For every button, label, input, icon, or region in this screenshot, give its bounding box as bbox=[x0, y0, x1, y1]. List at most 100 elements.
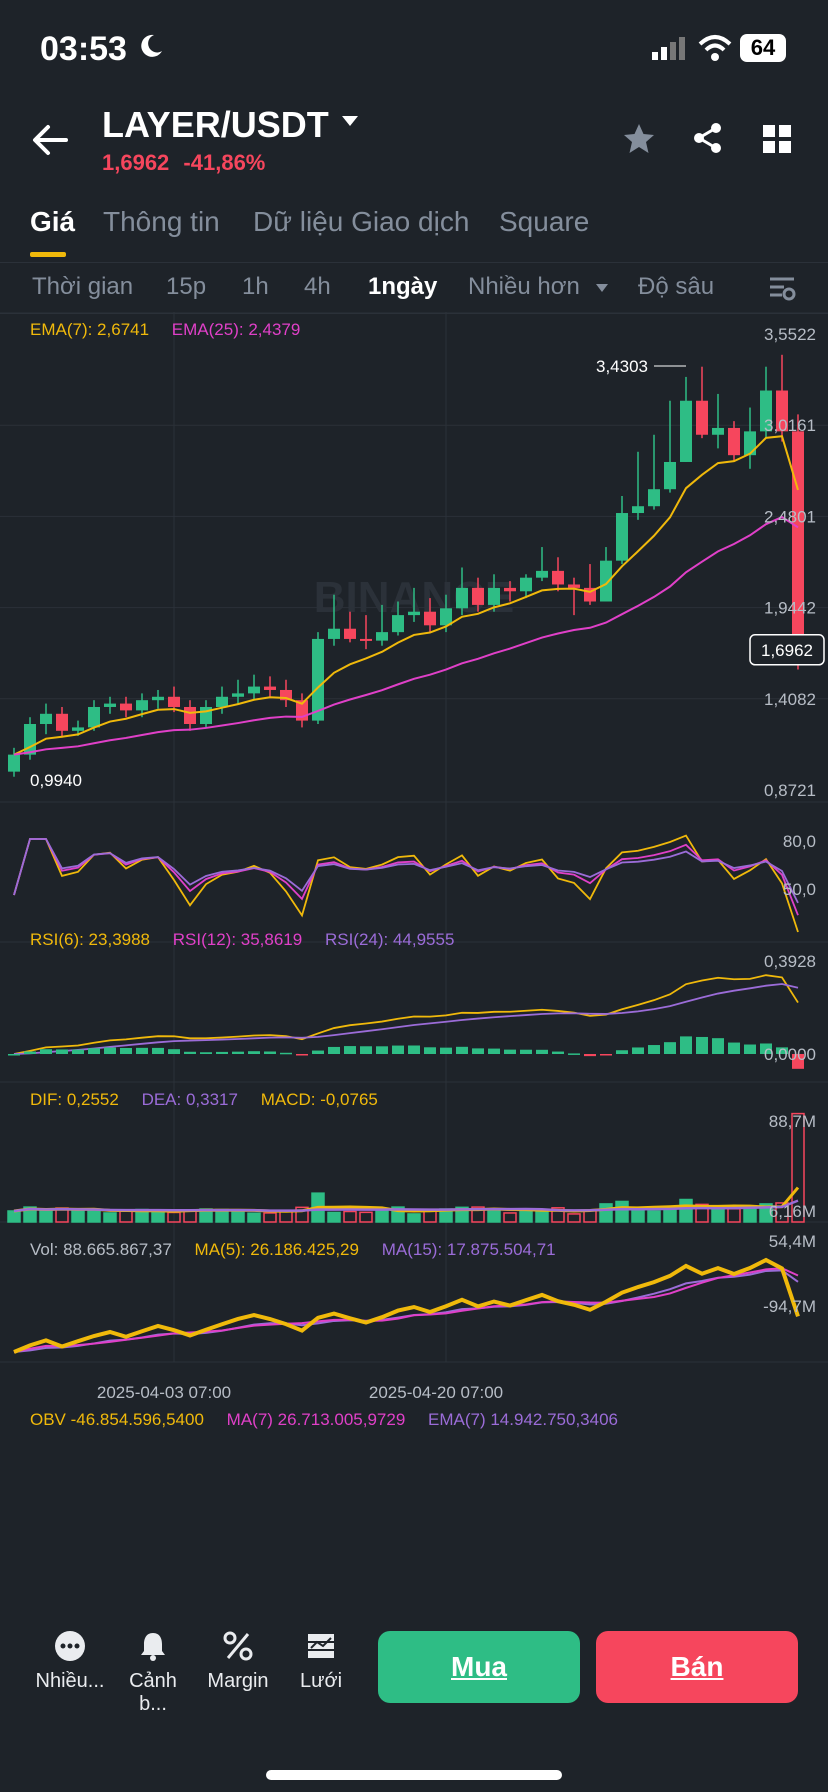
volume-bar bbox=[119, 1210, 133, 1223]
candle-body bbox=[664, 461, 676, 490]
status-time: 03:53 bbox=[40, 30, 127, 68]
candle-body bbox=[456, 587, 468, 609]
candle-body bbox=[488, 587, 500, 605]
tab-trading-data[interactable]: Dữ liệu Giao dịch bbox=[253, 206, 470, 237]
status-bar: 03:53 64 bbox=[0, 0, 828, 100]
vol-axis-label: 88,7M bbox=[769, 1112, 816, 1131]
vol-ma15-line bbox=[13, 1199, 799, 1213]
macd-bar bbox=[392, 1045, 404, 1054]
macd-bar bbox=[264, 1051, 276, 1054]
more-dots-icon bbox=[55, 1631, 85, 1661]
overlay-lines bbox=[13, 435, 799, 756]
volume-bar bbox=[679, 1198, 693, 1223]
macd-bar bbox=[760, 1043, 772, 1054]
volume-bar bbox=[743, 1207, 757, 1223]
ema25-value: EMA(25): 2,4379 bbox=[171, 320, 301, 339]
nav-alert-label: Cảnh b... bbox=[129, 1670, 177, 1715]
candle-body bbox=[72, 727, 84, 731]
volume-bar bbox=[519, 1209, 533, 1223]
star-icon[interactable] bbox=[622, 122, 656, 154]
macd-bar bbox=[792, 1054, 804, 1069]
rsi12-line bbox=[13, 838, 799, 916]
rsi24-value: RSI(24): 44,9555 bbox=[324, 930, 455, 949]
rsi24-line bbox=[13, 838, 799, 904]
macd-bar bbox=[184, 1051, 196, 1054]
volume-bar bbox=[71, 1209, 85, 1223]
candle-body bbox=[168, 696, 180, 707]
price-axis-label: 0,8721 bbox=[764, 781, 816, 800]
interval-4h[interactable]: 4h bbox=[304, 273, 331, 300]
pair-title[interactable]: LAYER/USDT bbox=[102, 104, 329, 145]
tab-square[interactable]: Square bbox=[499, 206, 590, 237]
volume-bar bbox=[791, 1112, 805, 1223]
interval-depth[interactable]: Độ sâu bbox=[638, 273, 715, 300]
candle-body bbox=[792, 431, 804, 651]
candle-body bbox=[728, 427, 740, 456]
chart-settings-icon[interactable] bbox=[768, 275, 796, 301]
macd-legend: DIF: 0,2552 DEA: 0,3317 MACD: -0,0765 bbox=[30, 1090, 378, 1110]
volume-bar bbox=[263, 1212, 277, 1223]
candle-body bbox=[696, 400, 708, 435]
nav-grid[interactable]: Lưới bbox=[281, 1630, 361, 1693]
dea-value: DEA: 0,3317 bbox=[141, 1090, 238, 1109]
candle-body bbox=[776, 390, 788, 432]
share-icon[interactable] bbox=[692, 122, 724, 154]
candle-body bbox=[392, 615, 404, 633]
volume-bar bbox=[343, 1210, 357, 1223]
macd-bar bbox=[376, 1046, 388, 1054]
candle-body bbox=[616, 513, 628, 561]
tab-info[interactable]: Thông tin bbox=[103, 206, 220, 237]
rsi6-value: RSI(6): 23,3988 bbox=[30, 930, 151, 949]
macd-axis-label: 0,0000 bbox=[764, 1045, 816, 1064]
candles-group bbox=[8, 354, 804, 777]
candle-body bbox=[472, 587, 484, 605]
volume-bar bbox=[295, 1206, 309, 1223]
grid-trading-icon bbox=[308, 1634, 334, 1658]
back-arrow-icon[interactable] bbox=[32, 124, 68, 156]
obv-line bbox=[13, 1257, 800, 1354]
candle-body bbox=[536, 570, 548, 578]
macd-bar bbox=[552, 1051, 564, 1054]
macd-bar bbox=[632, 1047, 644, 1054]
macd-bar bbox=[72, 1049, 84, 1054]
macd-bar bbox=[664, 1042, 676, 1054]
interval-time[interactable]: Thời gian bbox=[32, 273, 134, 300]
macd-bar bbox=[216, 1051, 228, 1054]
candle-body bbox=[376, 632, 388, 641]
price-change-percent: -41,86% bbox=[183, 150, 266, 175]
macd-bar bbox=[296, 1054, 308, 1056]
volume-bar bbox=[695, 1203, 709, 1223]
candle-body bbox=[568, 584, 580, 588]
sell-button[interactable]: Bán bbox=[596, 1631, 798, 1703]
interval-1day[interactable]: 1ngày bbox=[368, 273, 438, 300]
ema-legend: EMA(7): 2,6741 EMA(25): 2,4379 bbox=[30, 320, 300, 340]
rsi-axis-label: 80,0 bbox=[783, 832, 816, 851]
nav-more[interactable]: Nhiều... bbox=[30, 1630, 110, 1693]
macd-bar bbox=[120, 1047, 132, 1054]
price-chart[interactable]: BINANCE 3,55223,01612,48011,94421,40820,… bbox=[0, 312, 828, 1600]
volume-bar bbox=[727, 1208, 741, 1223]
volume-bar bbox=[231, 1209, 245, 1223]
nav-alert[interactable]: Cảnh b... bbox=[113, 1630, 193, 1716]
grid-icon[interactable] bbox=[762, 124, 792, 154]
nav-margin[interactable]: Margin bbox=[198, 1630, 278, 1693]
interval-more[interactable]: Nhiều hơn bbox=[468, 273, 580, 300]
bell-icon bbox=[141, 1633, 165, 1661]
caret-down-icon[interactable] bbox=[340, 114, 360, 128]
dif-value: DIF: 0,2552 bbox=[30, 1090, 119, 1109]
candle-body bbox=[184, 706, 196, 725]
rsi6-line bbox=[13, 834, 799, 933]
obv-axis-label: -94,7M bbox=[763, 1297, 816, 1316]
buy-button[interactable]: Mua bbox=[378, 1631, 580, 1703]
volume-bar bbox=[359, 1211, 373, 1223]
volume-bar bbox=[599, 1203, 613, 1223]
candle-body bbox=[680, 400, 692, 462]
tab-price[interactable]: Giá bbox=[30, 206, 76, 237]
interval-15p[interactable]: 15p bbox=[166, 273, 207, 300]
price-axis-label: 1,4082 bbox=[764, 690, 816, 709]
last-price-tag bbox=[749, 634, 825, 666]
interval-1h[interactable]: 1h bbox=[242, 273, 269, 300]
more-caret-icon[interactable] bbox=[595, 283, 609, 293]
x-axis-label: 2025-04-03 07:00 bbox=[97, 1383, 231, 1402]
interval-bar: Thời gian 15p 1h 4h 1ngày Nhiều hơn Độ s… bbox=[0, 262, 828, 314]
